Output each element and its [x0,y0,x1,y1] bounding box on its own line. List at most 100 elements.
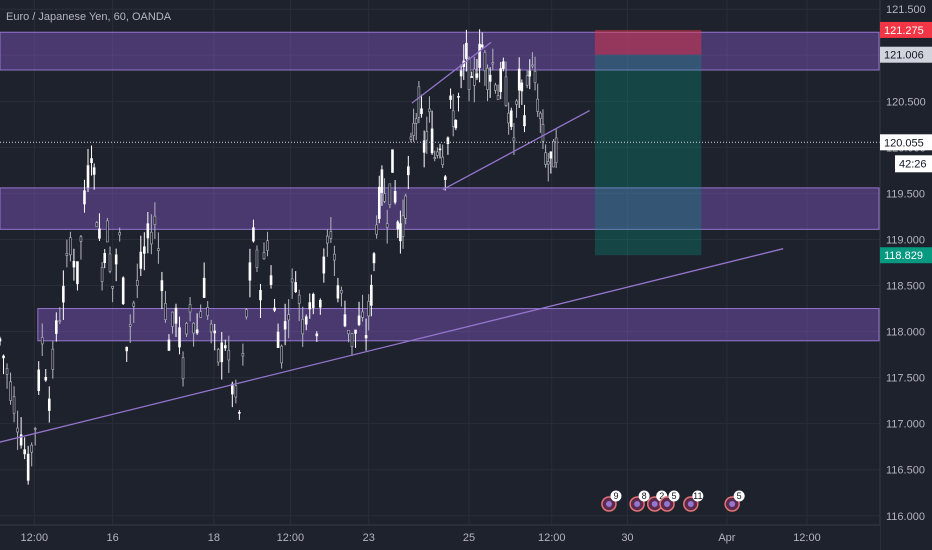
support-resistance-zones [0,31,880,342]
candle-body [132,302,136,307]
candle-body [290,278,294,283]
candle-body [150,231,153,245]
price-tag-label: 121.275 [884,25,924,37]
candle-body [12,396,16,414]
candle-body [528,70,532,77]
trendline[interactable] [442,109,590,191]
candle-body [347,329,350,335]
candle-body [377,186,381,219]
candle-body [287,314,290,321]
candle-body [231,383,234,395]
candle-body [457,96,460,98]
candle-body [294,282,297,293]
take-profit-area[interactable] [594,54,702,256]
event-markers[interactable]: 9 8 2 5 11 5 [601,490,745,512]
candle-body [44,377,48,381]
price-tag-box [880,21,932,38]
candle-body [92,167,96,175]
price-tag-box [880,46,932,63]
candle-body [160,280,164,292]
candle-body [125,346,129,352]
candle-body [333,253,336,261]
candle-body [322,256,326,274]
trendline[interactable] [0,248,784,443]
candle-body [259,290,262,301]
candle-body [245,309,248,318]
event-count-badge [668,490,680,502]
candle-body [480,44,484,48]
time-tick-label: 12:00 [21,532,49,544]
candle-body [451,110,455,127]
time-tick-label: 12:00 [793,532,821,544]
candle-body [388,183,392,205]
candle-body [167,339,171,351]
candle-body [128,324,132,327]
candle-body [350,333,354,347]
candle-body [523,115,526,127]
candle-body [417,86,421,118]
candle-body [139,251,143,269]
price-axis-ticks: 116.000 116.500 117.000 117.500 118.000 118.5… [886,4,926,523]
candle-body [531,64,534,67]
price-tick-label: 119.500 [886,188,925,200]
candle-body [185,323,188,335]
candle-body [114,254,118,265]
candle-body [108,253,112,272]
trendline[interactable] [411,41,492,104]
candle-body [343,314,347,327]
candle-body [135,280,139,286]
time-axis[interactable] [0,525,880,550]
candle-body [354,329,357,334]
candlestick-series [0,29,558,485]
candle-body [486,67,489,91]
candle-body [40,337,44,345]
price-axis[interactable] [880,0,932,550]
price-zone [37,308,880,342]
candle-body [23,449,26,455]
event-count-badge [638,490,650,502]
candle-body [58,320,62,323]
short-position-tool[interactable] [594,29,702,256]
candle-body [459,70,463,77]
price-tick-label: 120.500 [886,96,926,108]
candle-body [121,277,125,305]
trendlines[interactable] [0,41,784,443]
price-tags: 121.275 121.006 120.055 118.829 42:26 [880,21,932,264]
candle-body [438,148,442,151]
candle-body [51,348,55,370]
candle-body [195,329,199,334]
candle-body [404,195,407,219]
candle-body [301,318,305,335]
candle-body [420,108,423,115]
candle-body [103,253,107,264]
candle-body [192,322,195,334]
price-zone [0,187,880,230]
stop-loss-area[interactable] [594,29,702,55]
candle-body [248,262,252,281]
event-marker-dot [634,501,641,507]
candle-body [422,140,426,153]
time-tick-label: 18 [208,532,220,544]
candle-body [414,118,418,124]
candle-body [269,275,273,285]
event-count: 11 [693,491,702,501]
chart-title: Euro / Japanese Yen, 60, OANDA [6,11,172,23]
candle-body [409,136,413,140]
candle-body [401,215,405,237]
candle-body [473,68,476,86]
candle-body [544,152,547,165]
time-tick-label: 12:00 [538,532,566,544]
candle-body [396,221,400,230]
candle-body [496,95,500,100]
candle-body [488,74,492,82]
candle-body [33,428,37,430]
price-tick-label: 117.000 [886,419,925,431]
candle-body [507,112,510,124]
candle-body [143,246,146,254]
candle-body [436,151,439,156]
candle-body [199,311,202,318]
candle-body [367,301,371,317]
candle-body [311,293,315,308]
